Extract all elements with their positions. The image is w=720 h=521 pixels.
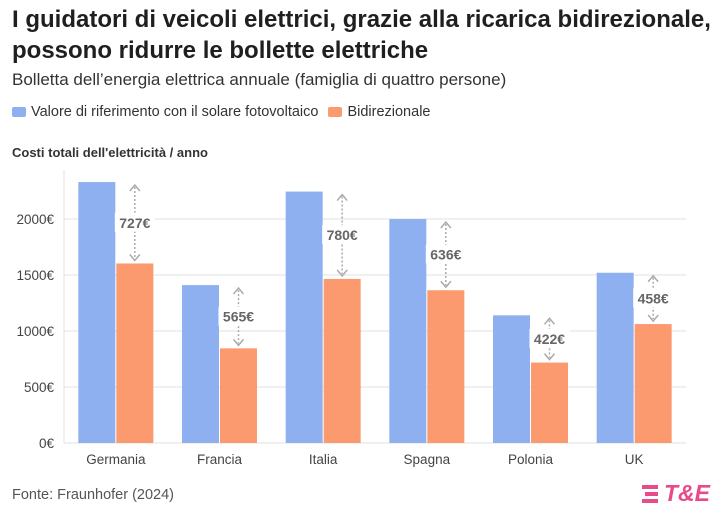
difference-label: 780€	[327, 227, 358, 243]
difference-label: 636€	[430, 247, 461, 263]
bar-reference	[389, 219, 427, 443]
chart-panel-title: Costi totali dell'elettricità / anno	[12, 145, 208, 160]
legend-item-reference: Valore di riferimento con il solare foto…	[12, 104, 318, 120]
difference-arrow-head-down	[336, 269, 348, 278]
x-tick-label: Francia	[197, 452, 243, 467]
y-tick-label: 0€	[39, 436, 55, 451]
y-tick-label: 1500€	[16, 268, 54, 283]
x-tick-label: Italia	[309, 452, 338, 467]
te-logo: T&E	[640, 480, 710, 507]
difference-arrow-head-down	[129, 253, 141, 262]
difference-arrow-head-up	[336, 193, 348, 202]
x-tick-label: Spagna	[404, 452, 451, 467]
bar-reference	[78, 182, 116, 443]
logo-stripes-icon	[642, 484, 658, 503]
bar-reference	[182, 285, 219, 443]
bar-bidirectional	[116, 263, 154, 443]
bar-chart: 0€ 500€ 1000€ 1500€ 2000€ 727€ Germania 565€ Fra…	[16, 170, 686, 467]
difference-arrow-head-up	[647, 274, 659, 283]
difference-label: 565€	[223, 309, 254, 325]
difference-arrow-head-down	[647, 314, 659, 323]
difference-arrow-head-up	[543, 317, 556, 325]
bar-bidirectional	[634, 324, 672, 443]
difference-arrow-head-down	[543, 353, 556, 361]
y-tick-label: 1000€	[16, 324, 54, 339]
bar-reference	[493, 315, 530, 443]
legend: Valore di riferimento con il solare foto…	[12, 104, 440, 120]
bar-bidirectional	[323, 278, 361, 443]
difference-arrow-head-up	[232, 286, 245, 295]
legend-swatch-bidirectional	[328, 107, 343, 117]
legend-label-reference: Valore di riferimento con il solare foto…	[31, 104, 319, 120]
difference-label: 422€	[534, 331, 565, 347]
x-tick-label: Germania	[86, 452, 146, 467]
logo-text: T&E	[664, 480, 710, 506]
difference-label-bg	[218, 306, 259, 326]
difference-label-bg	[322, 225, 363, 245]
difference-label-bg	[425, 244, 466, 264]
difference-label-bg	[529, 328, 570, 348]
chart-title: I guidatori di veicoli elettrici, grazie…	[12, 6, 711, 64]
source-note: Fonte: Fraunhofer (2024)	[12, 487, 175, 503]
y-tick-label: 500€	[24, 380, 55, 395]
difference-label: 458€	[638, 290, 669, 306]
x-tick-label: UK	[625, 452, 644, 467]
difference-label: 727€	[119, 215, 150, 231]
legend-item-bidirectional: Bidirezionale	[328, 104, 430, 120]
bar-bidirectional	[531, 362, 568, 443]
difference-arrow-head-up	[440, 220, 452, 229]
x-tick-label: Polonia	[508, 452, 554, 467]
legend-swatch-reference	[12, 107, 26, 117]
bar-reference	[596, 272, 634, 443]
legend-label-bidirectional: Bidirezionale	[347, 104, 431, 120]
difference-arrow-head-down	[440, 280, 452, 289]
difference-arrow-head-up	[129, 183, 141, 192]
bar-reference	[285, 191, 323, 443]
y-tick-label: 2000€	[16, 212, 54, 227]
difference-label-bg	[114, 212, 155, 232]
difference-arrow-head-down	[232, 338, 245, 347]
difference-label-bg	[633, 288, 674, 308]
bar-bidirectional	[427, 290, 465, 443]
chart-subtitle: Bolletta dell’energia elettrica annuale …	[12, 70, 507, 89]
bar-bidirectional	[220, 348, 257, 443]
